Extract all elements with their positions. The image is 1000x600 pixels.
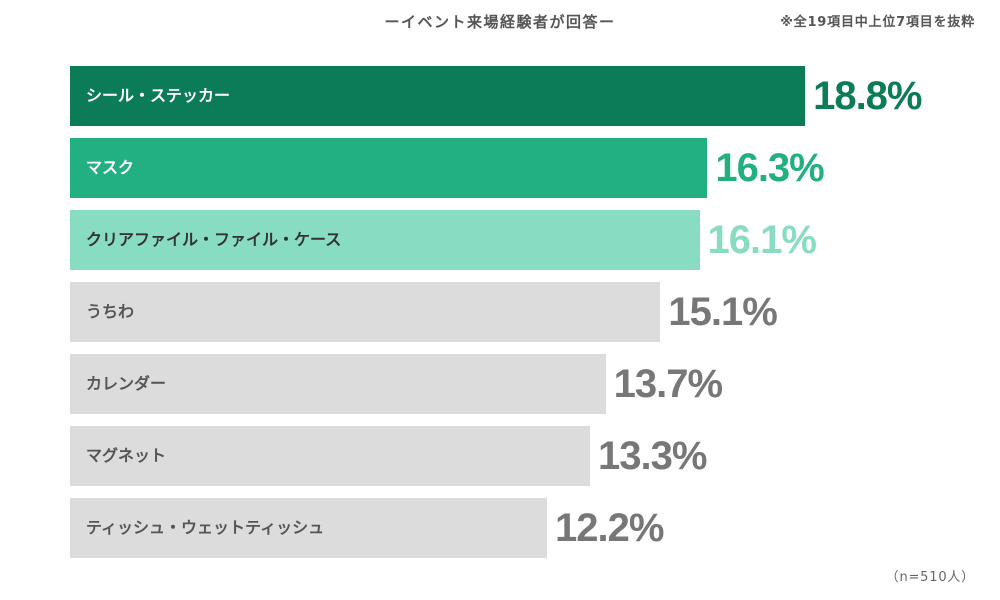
chart-note: ※全19項目中上位7項目を抜粋 <box>780 15 975 30</box>
value-label: 13.7% <box>613 362 723 406</box>
bar-label: カレンダー <box>86 374 167 393</box>
bar: マグネット <box>70 426 591 486</box>
value-label: 16.3% <box>715 146 824 190</box>
bar-label: シール・ステッカー <box>86 86 231 105</box>
bar: シール・ステッカー <box>70 66 806 126</box>
bar: うちわ <box>70 282 661 342</box>
bar-label: うちわ <box>86 302 135 321</box>
value-label: 13.3% <box>598 434 707 478</box>
bar: ティッシュ・ウェットティッシュ <box>70 498 548 558</box>
value-label: 15.1% <box>668 290 777 334</box>
bar-label: クリアファイル・ファイル・ケース <box>86 230 342 249</box>
value-label: 16.1% <box>707 218 817 262</box>
bar: クリアファイル・ファイル・ケース <box>70 210 700 270</box>
bar: マスク <box>70 138 708 198</box>
bar: カレンダー <box>70 354 606 414</box>
value-label: 12.2% <box>555 506 664 550</box>
value-label: 18.8% <box>813 74 922 118</box>
chart-title: ーイベント来場経験者が回答ー <box>384 13 616 31</box>
bar-label: マグネット <box>86 446 167 465</box>
sample-size-note: （n=510人） <box>885 570 975 585</box>
bar-label: マスク <box>86 158 135 177</box>
bar-label: ティッシュ・ウェットティッシュ <box>86 518 325 537</box>
